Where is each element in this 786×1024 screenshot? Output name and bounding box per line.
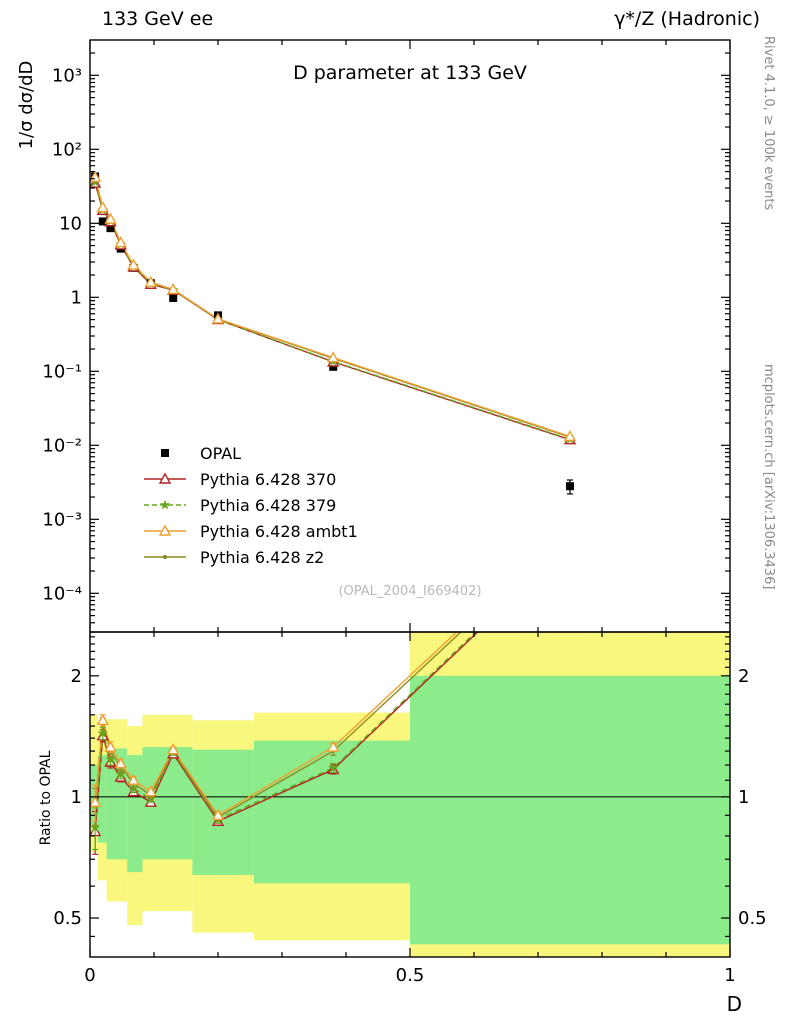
legend-item-pythia-z2: Pythia 6.428 z2 <box>142 544 358 570</box>
legend-label-pythia-z2: Pythia 6.428 z2 <box>200 547 325 567</box>
svg-text:0.5: 0.5 <box>396 965 425 986</box>
svg-text:1: 1 <box>724 965 735 986</box>
svg-text:10³: 10³ <box>52 65 82 86</box>
legend-label-pythia-379: Pythia 6.428 379 <box>200 495 337 515</box>
legend-label-opal: OPAL <box>200 443 242 463</box>
svg-text:2: 2 <box>738 666 749 687</box>
svg-text:10⁻⁴: 10⁻⁴ <box>42 583 82 604</box>
legend-marker-opal <box>142 444 188 462</box>
main-y-axis-label: 1/σ dσ/dD <box>16 60 37 150</box>
beam-energy-label: 133 GeV ee <box>102 8 214 30</box>
svg-text:10⁻²: 10⁻² <box>42 435 82 456</box>
legend-item-pythia-ambt1: Pythia 6.428 ambt1 <box>142 518 358 544</box>
svg-text:10²: 10² <box>52 139 82 160</box>
svg-text:0.5: 0.5 <box>53 908 82 929</box>
mcplots-reference-note: mcplots.cern.ch [arXiv:1306.3436] <box>761 364 776 590</box>
legend-label-pythia-370: Pythia 6.428 370 <box>200 469 337 489</box>
legend-item-pythia-379: Pythia 6.428 379 <box>142 492 358 518</box>
legend-marker-pythia-370 <box>142 470 188 488</box>
svg-text:0: 0 <box>84 965 95 986</box>
svg-text:0.5: 0.5 <box>738 908 767 929</box>
legend-marker-pythia-z2 <box>142 548 188 566</box>
svg-text:1: 1 <box>71 787 82 808</box>
svg-text:1: 1 <box>738 787 749 808</box>
legend-label-pythia-ambt1: Pythia 6.428 ambt1 <box>200 521 358 541</box>
svg-text:10: 10 <box>59 213 82 234</box>
x-axis-label: D <box>726 992 742 1016</box>
legend-marker-pythia-ambt1 <box>142 522 188 540</box>
legend-marker-pythia-379 <box>142 496 188 514</box>
legend-item-opal: OPAL <box>142 440 358 466</box>
process-label: γ*/Z (Hadronic) <box>614 8 760 30</box>
svg-text:1: 1 <box>71 287 82 308</box>
ratio-y-axis-label: Ratio to OPAL <box>38 750 54 846</box>
rivet-version-note: Rivet 4.1.0, ≥ 100k events <box>761 36 776 211</box>
svg-text:10⁻³: 10⁻³ <box>42 509 82 530</box>
legend-item-pythia-370: Pythia 6.428 370 <box>142 466 358 492</box>
analysis-id-watermark: (OPAL_2004_I669402) <box>338 584 482 599</box>
svg-text:10⁻¹: 10⁻¹ <box>42 361 82 382</box>
legend: OPAL Pythia 6.428 370 Pythia 6.428 379 P… <box>142 440 358 570</box>
plot-title: D parameter at 133 GeV <box>293 62 527 84</box>
svg-text:2: 2 <box>71 666 82 687</box>
